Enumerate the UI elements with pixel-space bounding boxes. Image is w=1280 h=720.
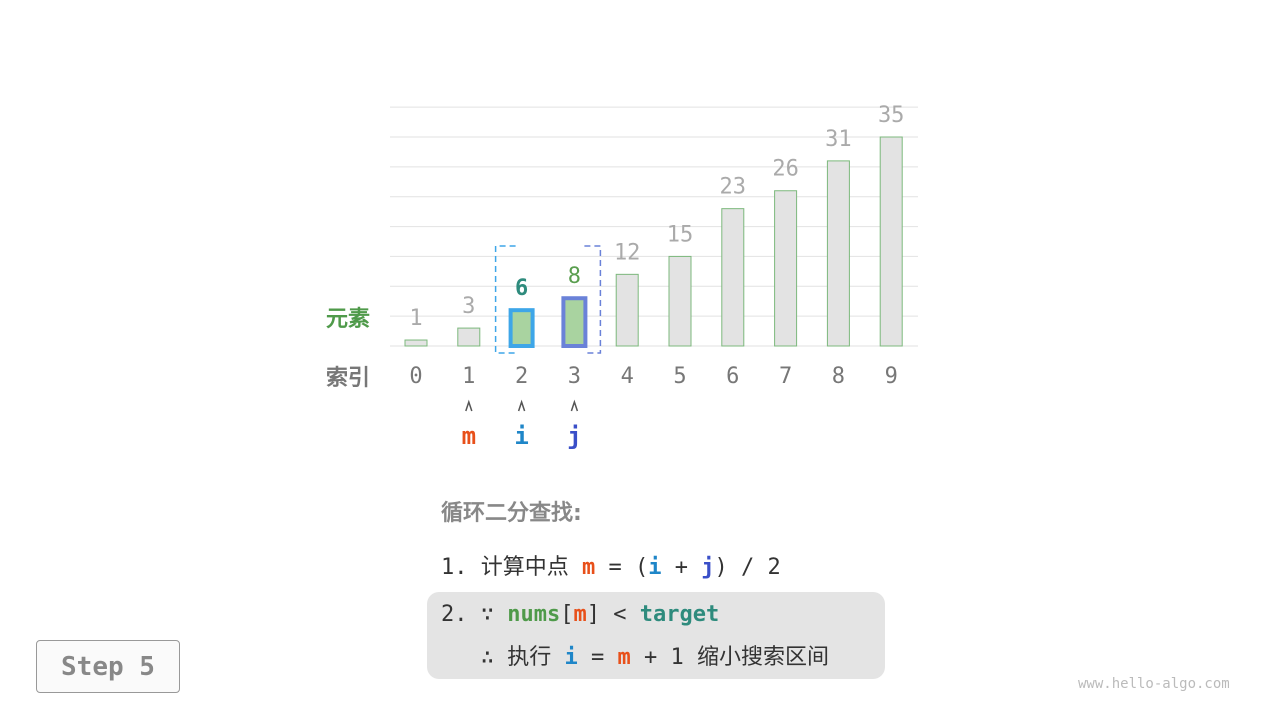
index-label: 8 [832, 364, 845, 389]
pointer-label-i: i [514, 422, 528, 450]
bar-value-label: 23 [720, 175, 747, 200]
bar [404, 339, 428, 347]
elements-label: 元素 [326, 307, 371, 332]
bar-value-label: 31 [825, 127, 852, 152]
index-label: 9 [885, 364, 898, 389]
step-line-2: 2. ∵ nums[m] < target [441, 602, 720, 627]
bar [615, 273, 639, 347]
pointer-arrow-icon [517, 399, 526, 412]
range-left-bracket [494, 245, 516, 354]
index-label: 1 [462, 364, 475, 389]
bar [457, 327, 481, 347]
index-label: 7 [779, 364, 792, 389]
bar-value-label: 12 [614, 240, 641, 265]
step-line-1: 1. 计算中点 m = (i + j) / 2 [441, 555, 781, 580]
pointer-label-m: m [462, 422, 476, 450]
bar-value-label: 35 [878, 103, 905, 128]
algorithm-title: 循环二分查找: [441, 501, 582, 526]
pointer-label-j: j [567, 422, 581, 450]
bar [561, 296, 588, 349]
index-label: 4 [621, 364, 634, 389]
watermark: www.hello-algo.com [1078, 676, 1230, 692]
range-right-bracket [584, 245, 602, 354]
index-label: 2 [515, 364, 528, 389]
index-label: 3 [568, 364, 581, 389]
step-button[interactable]: Step 5 [36, 640, 180, 693]
bar-value-label: 15 [667, 222, 694, 247]
bar [826, 160, 850, 347]
index-label: 6 [726, 364, 739, 389]
bar [668, 255, 692, 347]
bar [879, 136, 903, 347]
pointer-arrow-icon [570, 399, 579, 412]
bar-value-label: 6 [515, 276, 528, 301]
step-line-3: ∴ 执行 i = m + 1 缩小搜索区间 [480, 645, 830, 670]
bar-value-label: 3 [462, 294, 475, 319]
bar [721, 208, 745, 347]
bar-value-label: 26 [772, 157, 799, 182]
bar-value-label: 8 [568, 264, 581, 289]
pointer-arrow-icon [465, 399, 473, 412]
bar-value-label: 1 [409, 306, 422, 331]
bar [774, 190, 798, 347]
index-label: 5 [673, 364, 686, 389]
current-step-highlight [427, 592, 885, 679]
bar [508, 308, 535, 348]
indices-label: 索引 [326, 366, 371, 391]
index-label: 0 [409, 364, 422, 389]
